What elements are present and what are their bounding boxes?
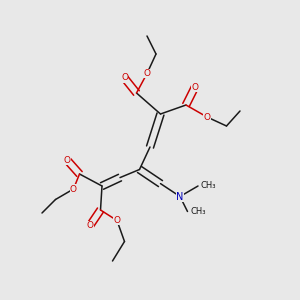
Text: O: O bbox=[86, 221, 94, 230]
Text: O: O bbox=[113, 216, 121, 225]
Text: O: O bbox=[203, 112, 211, 122]
Text: N: N bbox=[176, 191, 184, 202]
Text: CH₃: CH₃ bbox=[201, 182, 216, 190]
Text: O: O bbox=[64, 156, 71, 165]
Text: O: O bbox=[191, 82, 199, 91]
Text: O: O bbox=[121, 74, 128, 82]
Text: CH₃: CH₃ bbox=[190, 207, 206, 216]
Text: O: O bbox=[143, 69, 151, 78]
Text: O: O bbox=[70, 184, 77, 194]
